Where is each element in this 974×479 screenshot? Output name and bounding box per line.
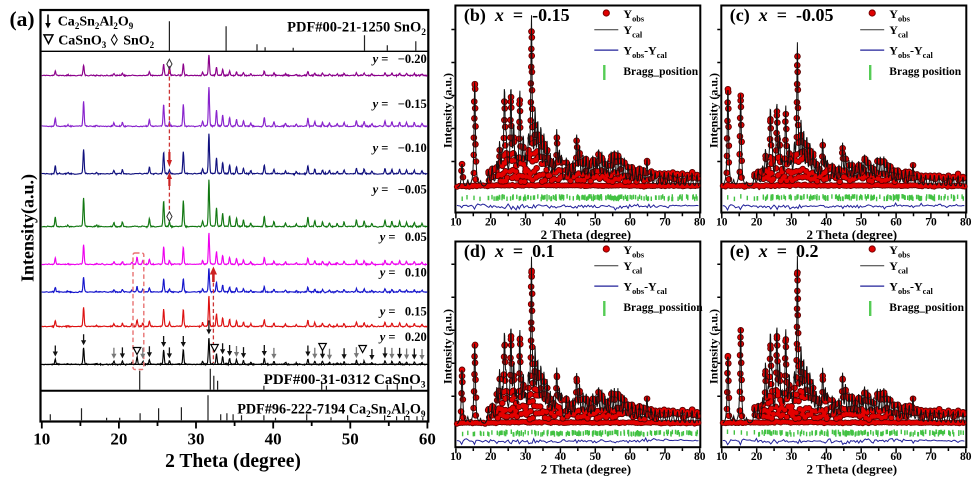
- svg-text:50: 50: [590, 451, 602, 463]
- svg-text:20: 20: [485, 451, 497, 463]
- svg-text:70: 70: [659, 217, 671, 229]
- svg-text:10: 10: [33, 430, 50, 449]
- svg-text:(b) x = -0.15: (b) x = -0.15: [464, 5, 570, 26]
- svg-text:CaSnO3​: CaSnO3​: [58, 33, 107, 50]
- svg-text:Bragg_possition: Bragg_possition: [623, 302, 703, 314]
- svg-text:10: 10: [716, 217, 728, 229]
- svg-text:60: 60: [890, 451, 902, 463]
- svg-text:40: 40: [555, 217, 567, 229]
- svg-text:2 Theta (degree): 2 Theta (degree): [807, 227, 898, 242]
- svg-text:y = −0.15: y = −0.15: [371, 97, 427, 111]
- svg-text:50: 50: [855, 217, 867, 229]
- svg-text:y = 0.05: y = 0.05: [378, 230, 427, 244]
- svg-text:(e) x = 0.2: (e) x = 0.2: [730, 241, 819, 262]
- svg-text:70: 70: [659, 451, 671, 463]
- svg-text:2 Theta (degree): 2 Theta (degree): [807, 462, 898, 477]
- svg-text:30: 30: [786, 451, 798, 463]
- svg-text:2 Theta (degree): 2 Theta (degree): [541, 462, 632, 477]
- svg-text:40: 40: [555, 451, 567, 463]
- svg-text:40: 40: [265, 430, 282, 449]
- svg-text:PDF#96-222-7194 Ca2​Sn2​Al2​O9: PDF#96-222-7194 Ca2​Sn2​Al2​O9​: [237, 402, 426, 420]
- svg-text:y = −0.20: y = −0.20: [371, 52, 427, 66]
- svg-text:2 Theta (degree): 2 Theta (degree): [165, 451, 301, 472]
- svg-text:80: 80: [960, 217, 972, 229]
- svg-text:50: 50: [855, 451, 867, 463]
- svg-text:Intensity (a.u.): Intensity (a.u.): [706, 73, 720, 148]
- svg-text:10: 10: [716, 451, 728, 463]
- svg-text:30: 30: [786, 217, 798, 229]
- svg-text:y = −0.05: y = −0.05: [371, 183, 427, 197]
- svg-text:60: 60: [624, 217, 636, 229]
- svg-text:80: 80: [694, 451, 706, 463]
- svg-text:50: 50: [590, 217, 602, 229]
- svg-text:20: 20: [485, 217, 497, 229]
- svg-text:20: 20: [110, 430, 127, 449]
- svg-text:2 Theta (degree): 2 Theta (degree): [541, 227, 632, 242]
- svg-text:10: 10: [450, 217, 462, 229]
- svg-text:20: 20: [751, 451, 763, 463]
- svg-text:y = 0.20: y = 0.20: [378, 330, 427, 344]
- svg-text:40: 40: [821, 217, 833, 229]
- svg-text:60: 60: [890, 217, 902, 229]
- svg-text:30: 30: [520, 217, 532, 229]
- svg-text:y = 0.10: y = 0.10: [378, 266, 427, 280]
- svg-text:40: 40: [821, 451, 833, 463]
- svg-text:30: 30: [520, 451, 532, 463]
- svg-text:(a): (a): [10, 7, 35, 31]
- svg-text:(c) x = -0.05: (c) x = -0.05: [730, 5, 834, 26]
- svg-text:Bragg_position: Bragg_position: [889, 302, 964, 314]
- svg-text:Intensity (a.u.): Intensity (a.u.): [706, 309, 720, 384]
- svg-text:30: 30: [188, 430, 205, 449]
- svg-text:20: 20: [751, 217, 763, 229]
- svg-text:10: 10: [450, 451, 462, 463]
- svg-text:Bragg_position: Bragg_position: [623, 66, 698, 78]
- svg-text:70: 70: [925, 217, 937, 229]
- svg-text:80: 80: [960, 451, 972, 463]
- svg-text:Intensity (a.u.): Intensity (a.u.): [441, 73, 455, 148]
- svg-text:60: 60: [419, 430, 436, 449]
- svg-text:y = 0.15: y = 0.15: [378, 305, 427, 319]
- svg-text:70: 70: [925, 451, 937, 463]
- svg-text:80: 80: [694, 217, 706, 229]
- svg-text:Bragg position: Bragg position: [889, 66, 961, 78]
- svg-text:Intensity (a.u.): Intensity (a.u.): [441, 309, 455, 384]
- svg-text:PDF#00-21-1250 SnO2​: PDF#00-21-1250 SnO2​: [287, 20, 426, 39]
- svg-text:SnO2​: SnO2​: [123, 33, 154, 50]
- svg-text:PDF#00-31-0312 CaSnO3​: PDF#00-31-0312 CaSnO3​: [264, 372, 426, 391]
- svg-text:Intensity(a.u.): Intensity(a.u.): [18, 174, 39, 282]
- svg-text:60: 60: [624, 451, 636, 463]
- svg-text:50: 50: [342, 430, 359, 449]
- svg-text:y = −0.10: y = −0.10: [371, 141, 427, 155]
- svg-text:(d) x = 0.1: (d) x = 0.1: [464, 241, 555, 262]
